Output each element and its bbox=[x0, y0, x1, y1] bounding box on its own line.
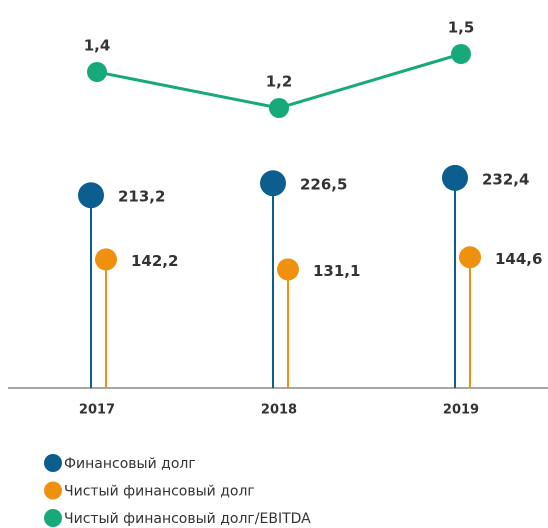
dot bbox=[277, 258, 299, 281]
dot bbox=[459, 246, 481, 269]
value-label: 1,5 bbox=[448, 19, 475, 37]
ratio-dot bbox=[87, 62, 107, 82]
x-tick-label: 2019 bbox=[443, 403, 479, 418]
value-label: 131,1 bbox=[313, 262, 360, 280]
dot bbox=[95, 248, 117, 271]
x-tick-label: 2018 bbox=[261, 403, 297, 418]
value-label: 213,2 bbox=[118, 188, 165, 206]
value-label: 142,2 bbox=[131, 252, 178, 270]
ratio-dot bbox=[269, 98, 289, 118]
legend-marker bbox=[44, 509, 62, 527]
legend-label: Чистый финансовый долг/EBITDA bbox=[64, 511, 311, 527]
value-label: 144,6 bbox=[495, 250, 542, 268]
dot bbox=[260, 170, 286, 197]
x-tick-label: 2017 bbox=[79, 403, 115, 418]
legend-label: Финансовый долг bbox=[64, 456, 196, 472]
value-label: 226,5 bbox=[300, 176, 347, 194]
ratio-dot bbox=[451, 44, 471, 64]
value-label: 1,2 bbox=[266, 73, 293, 91]
legend-marker bbox=[44, 481, 62, 500]
value-label: 232,4 bbox=[482, 170, 529, 188]
legend-label: Чистый финансовый долг bbox=[64, 484, 255, 500]
dot bbox=[78, 182, 104, 209]
value-label: 1,4 bbox=[84, 37, 111, 55]
dot bbox=[442, 164, 468, 191]
legend-marker bbox=[44, 454, 62, 472]
